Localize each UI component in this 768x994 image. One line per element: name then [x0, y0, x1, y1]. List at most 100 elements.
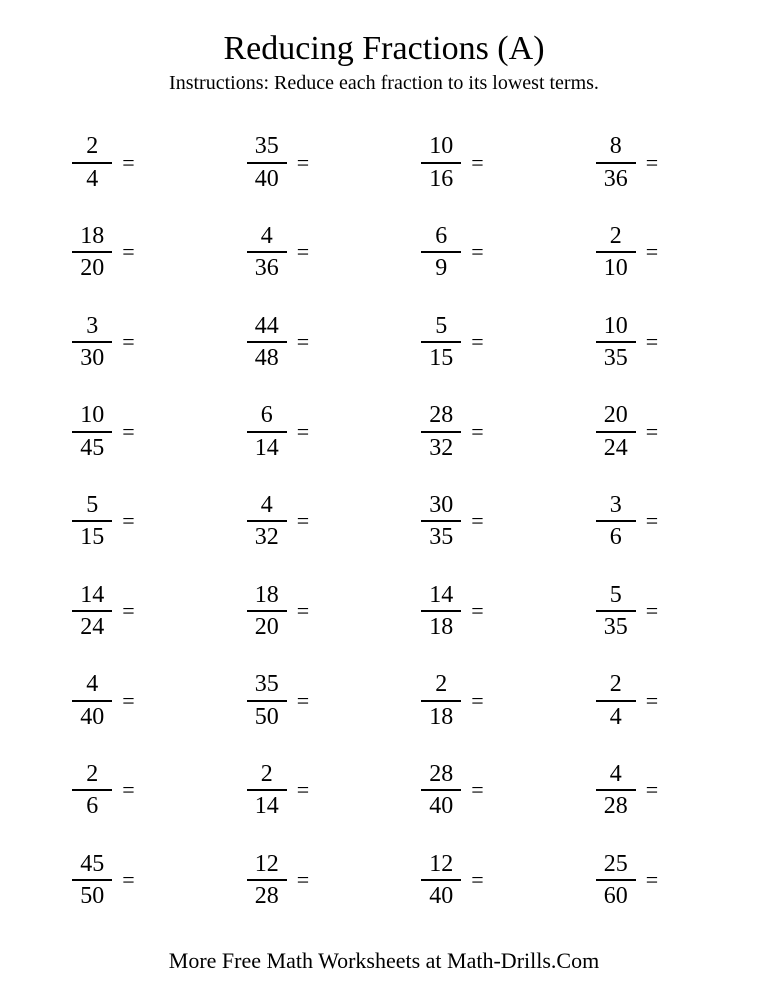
equals-sign: =: [471, 777, 521, 803]
equals-sign: =: [471, 508, 521, 534]
denominator: 14: [247, 789, 287, 819]
denominator: 35: [596, 610, 636, 640]
numerator: 12: [255, 851, 279, 879]
equals-sign: =: [646, 329, 696, 355]
equals-sign: =: [297, 867, 347, 893]
fraction: 1035: [596, 313, 636, 372]
equals-sign: =: [471, 598, 521, 624]
fraction: 535: [596, 582, 636, 641]
fraction-problem: 3550 =: [215, 663, 380, 739]
fraction: 214: [247, 761, 287, 820]
equals-sign: =: [297, 329, 347, 355]
fraction: 432: [247, 492, 287, 551]
fraction-problem: 836=: [564, 125, 729, 201]
fraction: 1820: [72, 223, 112, 282]
denominator: 28: [247, 879, 287, 909]
denominator: 10: [596, 251, 636, 281]
problems-grid: 24=3540=1016=836=1820=436=69=210=330=444…: [40, 125, 728, 928]
denominator: 40: [421, 789, 461, 819]
fraction: 836: [596, 133, 636, 192]
equals-sign: =: [122, 239, 172, 265]
fraction-problem: 614 =: [215, 394, 380, 470]
fraction: 614: [247, 402, 287, 461]
fraction-problem: 1418=: [389, 573, 554, 649]
fraction-problem: 1016=: [389, 125, 554, 201]
numerator: 2: [86, 133, 98, 161]
denominator: 36: [596, 162, 636, 192]
denominator: 4: [596, 700, 636, 730]
numerator: 18: [80, 223, 104, 251]
fraction-problem: 69=: [389, 215, 554, 291]
denominator: 35: [596, 341, 636, 371]
fraction: 3550: [247, 671, 287, 730]
numerator: 5: [610, 582, 622, 610]
fraction: 3540: [247, 133, 287, 192]
numerator: 14: [429, 582, 453, 610]
fraction: 3035: [421, 492, 461, 551]
fraction: 428: [596, 761, 636, 820]
equals-sign: =: [471, 867, 521, 893]
denominator: 14: [247, 431, 287, 461]
fraction: 2832: [421, 402, 461, 461]
equals-sign: =: [297, 419, 347, 445]
equals-sign: =: [297, 150, 347, 176]
equals-sign: =: [122, 150, 172, 176]
fraction-problem: 214=: [215, 753, 380, 829]
fraction: 210: [596, 223, 636, 282]
fraction: 1820: [247, 582, 287, 641]
denominator: 40: [72, 700, 112, 730]
numerator: 18: [255, 582, 279, 610]
denominator: 24: [596, 431, 636, 461]
fraction-problem: 515=: [389, 304, 554, 380]
fraction: 36: [596, 492, 636, 551]
denominator: 35: [421, 520, 461, 550]
fraction-problem: 36 =: [564, 484, 729, 560]
denominator: 9: [421, 251, 461, 281]
fraction: 218: [421, 671, 461, 730]
equals-sign: =: [297, 508, 347, 534]
fraction: 2024: [596, 402, 636, 461]
fraction: 2560: [596, 851, 636, 910]
denominator: 4: [72, 162, 112, 192]
numerator: 2: [261, 761, 273, 789]
denominator: 15: [421, 341, 461, 371]
equals-sign: =: [122, 777, 172, 803]
fraction-problem: 1045=: [40, 394, 205, 470]
equals-sign: =: [646, 598, 696, 624]
equals-sign: =: [471, 419, 521, 445]
numerator: 8: [610, 133, 622, 161]
fraction-problem: 4550 =: [40, 842, 205, 918]
fraction: 515: [421, 313, 461, 372]
fraction: 1424: [72, 582, 112, 641]
numerator: 30: [429, 492, 453, 520]
denominator: 50: [72, 879, 112, 909]
equals-sign: =: [297, 688, 347, 714]
numerator: 5: [86, 492, 98, 520]
denominator: 20: [247, 610, 287, 640]
numerator: 3: [86, 313, 98, 341]
numerator: 2: [610, 671, 622, 699]
fraction: 515: [72, 492, 112, 551]
numerator: 4: [610, 761, 622, 789]
fraction-problem: 2840=: [389, 753, 554, 829]
worksheet-instructions: Instructions: Reduce each fraction to it…: [40, 72, 728, 95]
equals-sign: =: [471, 688, 521, 714]
denominator: 24: [72, 610, 112, 640]
equals-sign: =: [297, 239, 347, 265]
fraction: 1045: [72, 402, 112, 461]
fraction: 4550: [72, 851, 112, 910]
fraction-problem: 1035 =: [564, 304, 729, 380]
equals-sign: =: [646, 508, 696, 534]
numerator: 14: [80, 582, 104, 610]
fraction: 24: [72, 133, 112, 192]
fraction-problem: 1820=: [215, 573, 380, 649]
denominator: 50: [247, 700, 287, 730]
numerator: 25: [604, 851, 628, 879]
fraction-problem: 1820 =: [40, 215, 205, 291]
fraction: 69: [421, 223, 461, 282]
numerator: 10: [80, 402, 104, 430]
equals-sign: =: [122, 867, 172, 893]
fraction-problem: 1228 =: [215, 842, 380, 918]
numerator: 35: [255, 133, 279, 161]
fraction: 1016: [421, 133, 461, 192]
